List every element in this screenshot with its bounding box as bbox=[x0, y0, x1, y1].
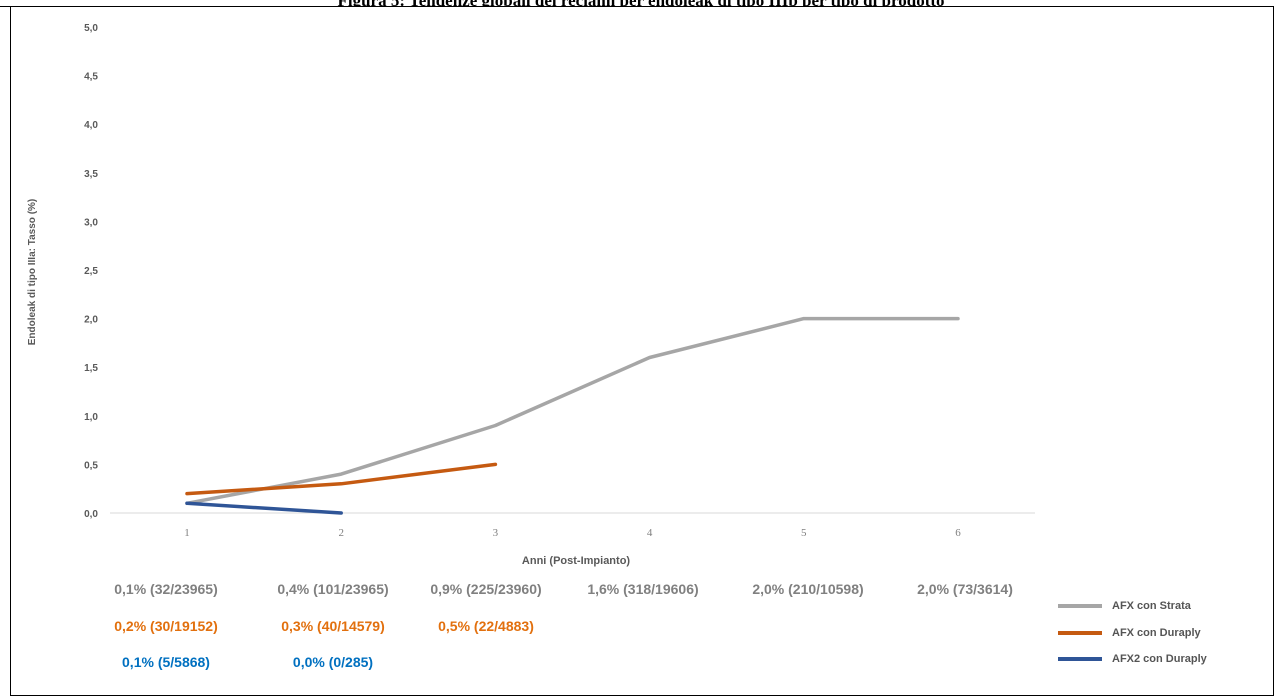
legend-swatch bbox=[1058, 657, 1102, 661]
data-label-series-2: 0,1% (5/5868) bbox=[122, 654, 210, 670]
y-tick-label: 1,0 bbox=[84, 412, 98, 423]
chart-frame bbox=[10, 6, 1274, 696]
data-label-series-2: 0,0% (0/285) bbox=[292, 654, 374, 670]
legend-label: AFX2 con Duraply bbox=[1112, 653, 1207, 665]
y-tick-label: 4,0 bbox=[84, 120, 98, 131]
y-tick-label: 5,0 bbox=[84, 23, 98, 34]
y-tick-label: 3,0 bbox=[84, 217, 98, 228]
data-label-series-1: 0,2% (30/19152) bbox=[114, 618, 218, 634]
y-tick-label: 0,5 bbox=[84, 460, 98, 471]
legend-item: AFX2 con Duraply bbox=[1058, 653, 1207, 665]
legend-item: AFX con Strata bbox=[1058, 600, 1191, 612]
y-tick-label: 2,0 bbox=[84, 315, 98, 326]
y-tick-label: 1,5 bbox=[84, 363, 98, 374]
x-axis-ticks: 1 2 3 4 5 6 bbox=[184, 527, 961, 539]
y-tick-label: 4,5 bbox=[84, 72, 98, 83]
data-label-series-0: 0,9% (225/23960) bbox=[430, 581, 542, 597]
series-lines bbox=[185, 316, 960, 515]
x-tick-label: 3 bbox=[493, 527, 499, 539]
legend-item: AFX con Duraply bbox=[1058, 627, 1201, 639]
series-line-1 bbox=[185, 462, 498, 496]
x-tick-label: 6 bbox=[955, 527, 961, 539]
x-tick-label: 5 bbox=[801, 527, 807, 539]
data-label-series-0: 2,0% (73/3614) bbox=[917, 581, 1013, 597]
y-axis-ticks: 0,0 0,5 1,0 1,5 2,0 2,5 3,0 3,5 4,0 4,5 5,0 bbox=[84, 23, 98, 520]
y-axis-label: Endoleak di tipo IIIa: Tasso (%) bbox=[27, 199, 38, 346]
legend-swatch bbox=[1058, 631, 1102, 635]
data-label-series-1: 0,3% (40/14579) bbox=[281, 618, 385, 634]
legend-label: AFX con Duraply bbox=[1112, 627, 1201, 639]
data-label-series-0: 2,0% (210/10598) bbox=[752, 581, 864, 597]
data-label-series-1: 0,5% (22/4883) bbox=[438, 618, 534, 634]
y-tick-label: 2,5 bbox=[84, 266, 98, 277]
data-label-series-0: 0,4% (101/23965) bbox=[277, 581, 389, 597]
frame-top-edge bbox=[0, 6, 10, 7]
legend-swatch bbox=[1058, 604, 1102, 608]
series-line-0 bbox=[185, 316, 960, 506]
figure-title: Figura 5: Tendenze globali dei reclami p… bbox=[337, 0, 945, 10]
x-tick-label: 1 bbox=[184, 527, 190, 539]
x-tick-label: 4 bbox=[647, 527, 653, 539]
y-tick-label: 0,0 bbox=[84, 509, 98, 520]
legend-label: AFX con Strata bbox=[1112, 600, 1191, 612]
series-line-2 bbox=[185, 501, 343, 515]
data-label-series-0: 1,6% (318/19606) bbox=[587, 581, 699, 597]
x-tick-label: 2 bbox=[338, 527, 344, 539]
x-axis-label: Anni (Post-Impianto) bbox=[522, 555, 630, 567]
y-tick-label: 3,5 bbox=[84, 169, 98, 180]
data-label-series-0: 0,1% (32/23965) bbox=[114, 581, 218, 597]
